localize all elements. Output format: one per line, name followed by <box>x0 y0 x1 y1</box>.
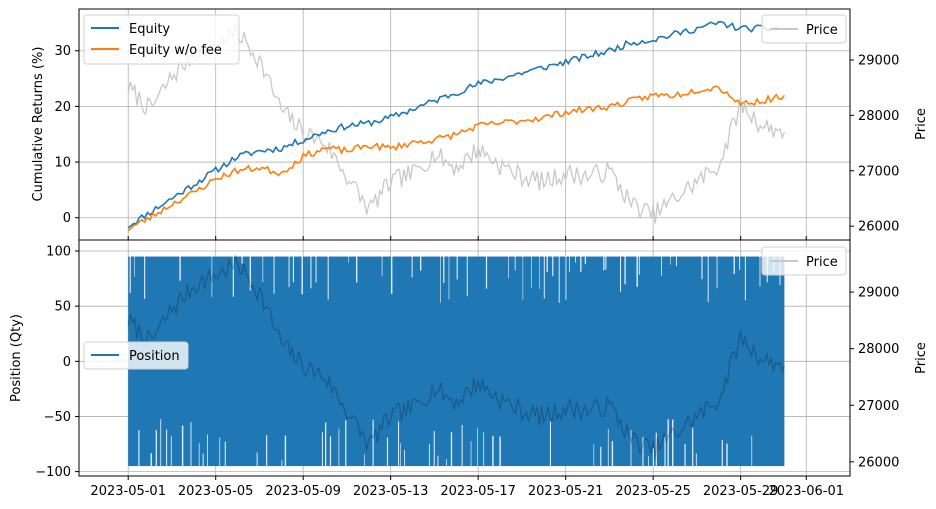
position-price-legend: Price <box>761 246 847 276</box>
returns-y-axis-label: Cumulative Returns (%) <box>31 47 46 202</box>
price-tick-label: 27000 <box>858 399 899 414</box>
returns-y-axis: 0 10 20 30 <box>54 44 79 226</box>
y-tick-label: 30 <box>54 44 71 59</box>
returns-price-legend-box <box>761 14 847 44</box>
x-tick-label: 2023-05-09 <box>265 484 341 499</box>
position-price-axis-label: Price <box>914 342 929 374</box>
equity-line <box>127 20 785 229</box>
x-tick-label: 2023-05-25 <box>615 484 691 499</box>
y-tick-label: −100 <box>35 465 71 480</box>
position-band <box>128 256 785 467</box>
price-line <box>127 254 786 460</box>
x-tick-label: 2023-05-29 <box>703 484 779 499</box>
price-tick-label: 28000 <box>858 342 899 357</box>
price-tick-label: 27000 <box>858 164 899 179</box>
position-price-axis: 26000 27000 28000 29000 <box>850 286 899 470</box>
x-tick-label: 2023-06-01 <box>768 484 844 499</box>
x-tick-label: 2023-05-01 <box>90 484 166 499</box>
equity-no-fee-line <box>127 85 786 232</box>
price-tick-label: 28000 <box>858 109 899 124</box>
price-tick-label: 26000 <box>858 220 899 235</box>
returns-price-axis: 26000 27000 28000 29000 <box>850 53 899 235</box>
returns-legend-box <box>83 14 240 65</box>
price-tick-label: 26000 <box>858 455 899 470</box>
y-tick-label: 0 <box>63 355 71 370</box>
returns-price-legend: Price <box>761 14 847 44</box>
equity-legend-label: Equity <box>129 22 170 37</box>
y-tick-label: 20 <box>54 100 71 115</box>
x-tick-label: 2023-05-17 <box>440 484 516 499</box>
position-y-axis-label: Position (Qty) <box>9 314 24 402</box>
position-plot-area <box>127 254 786 468</box>
y-tick-label: 50 <box>54 300 71 315</box>
position-legend: Position <box>83 341 189 370</box>
x-tick-label: 2023-05-13 <box>353 484 429 499</box>
equity-no-fee-legend-label: Equity w/o fee <box>129 43 222 58</box>
y-tick-label: 100 <box>46 245 71 260</box>
returns-price-legend-label: Price <box>806 23 838 38</box>
price-tick-label: 29000 <box>858 53 899 68</box>
returns-legend: Equity Equity w/o fee <box>83 14 240 65</box>
x-tick-label: 2023-05-21 <box>528 484 604 499</box>
returns-price-axis-label: Price <box>914 108 929 140</box>
y-tick-label: 0 <box>63 211 71 226</box>
y-tick-label: 10 <box>54 156 71 171</box>
date-x-axis: 2023-05-01 2023-05-05 2023-05-09 2023-05-13… <box>90 476 844 499</box>
position-legend-label: Position <box>129 349 180 364</box>
position-price-legend-box <box>761 246 847 276</box>
position-legend-box <box>83 341 189 370</box>
position-plot-frame <box>78 239 851 477</box>
position-price-legend-label: Price <box>806 255 838 270</box>
price-tick-label: 29000 <box>858 286 899 301</box>
position-panel: 100 50 0 −50 −100 26000 27000 28000 29000 2023-… <box>9 239 929 499</box>
position-y-axis: 100 50 0 −50 −100 <box>35 245 79 480</box>
returns-panel: 0 10 20 30 26000 27000 28000 29000 Cumulative … <box>31 8 929 241</box>
y-tick-label: −50 <box>44 410 71 425</box>
x-tick-label: 2023-05-05 <box>178 484 254 499</box>
